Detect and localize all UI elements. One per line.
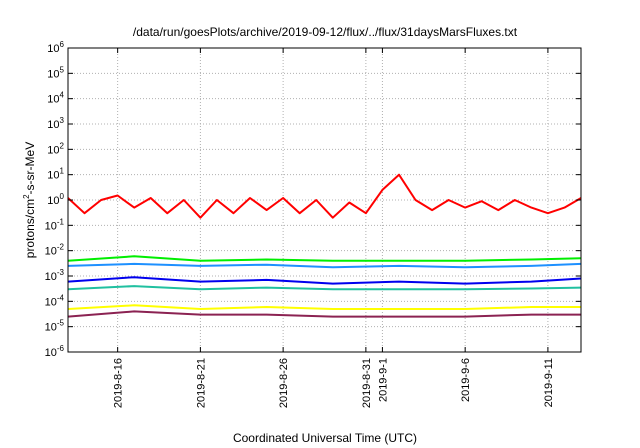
y-tick-label: 10-5 [45, 319, 65, 334]
x-axis-label: Coordinated Universal Time (UTC) [233, 431, 417, 445]
y-axis-label-sup: 2 [22, 194, 31, 199]
y-tick-label: 10-6 [45, 344, 65, 359]
y-axis-label-rest: -s-sr-MeV [23, 142, 37, 195]
y-tick-label: 105 [47, 65, 64, 80]
chart-title: /data/run/goesPlots/archive/2019-09-12/f… [133, 25, 518, 39]
series-line [67, 262, 582, 269]
x-tick-label: 2019-8-16 [113, 358, 125, 408]
x-tick-label: 2019-8-26 [278, 358, 290, 408]
y-tick-label: 103 [47, 116, 64, 131]
y-tick-label: 104 [47, 91, 64, 106]
series-line [67, 173, 582, 219]
y-tick-label: 10-1 [45, 217, 65, 232]
x-tick-label: 2019-9-6 [460, 358, 472, 402]
x-tick-label: 2019-8-21 [195, 358, 207, 408]
y-tick-label: 10-3 [45, 268, 65, 283]
series-line [67, 255, 582, 262]
series-layer [67, 173, 582, 318]
series-line [67, 285, 582, 291]
x-tick-label: 2019-8-31 [361, 358, 373, 408]
series-line [67, 310, 581, 318]
y-tick-label: 101 [47, 167, 64, 182]
x-tick-layer: 2019-8-16 2019-8-21 2019-8-26 2019-8-31 2019… [113, 48, 555, 408]
y-tick-label: 10-2 [45, 243, 65, 258]
x-tick-label: 2019-9-11 [543, 358, 555, 407]
y-axis-label-base: protons/cm [23, 199, 37, 258]
y-tick-label: 102 [47, 141, 64, 156]
series-line [67, 304, 581, 310]
y-tick-label: 106 [47, 40, 64, 55]
series-line [67, 276, 582, 285]
y-tick-label: 10-4 [45, 293, 65, 308]
y-tick-layer: 10-6 10-5 10-4 10-3 10-2 10-1 100 101 102 103 104 1… [45, 40, 581, 359]
y-axis-label: protons/cm2-s-sr-MeV [22, 142, 37, 258]
y-tick-label: 100 [47, 192, 64, 207]
x-tick-label: 2019-9-1 [377, 358, 389, 402]
